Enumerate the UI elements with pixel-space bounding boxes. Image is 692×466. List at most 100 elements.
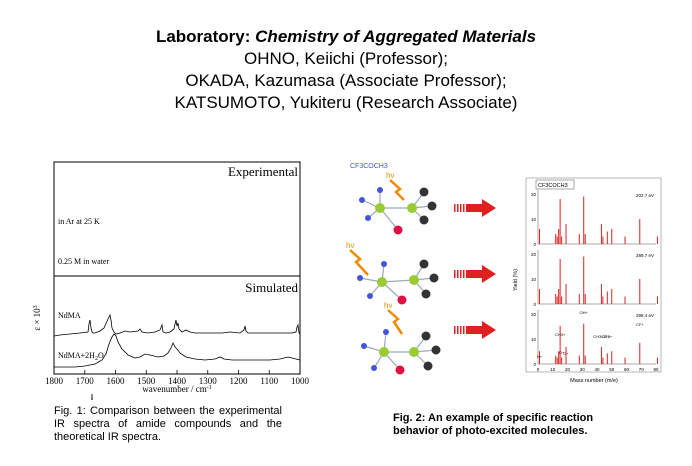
carbon-atom	[375, 203, 385, 213]
x-tick-label: 50	[609, 367, 615, 372]
molecules-group: hν hν hν	[346, 171, 441, 375]
energy-label: 202.7 eV	[636, 193, 654, 198]
light-bolt	[389, 179, 405, 201]
energy-label: 298.4 eV	[636, 313, 654, 318]
spectrum-ar	[53, 313, 301, 337]
hydrogen-atom	[361, 343, 367, 349]
molecule: hν	[361, 301, 441, 375]
light-bolt	[387, 309, 404, 335]
peak-label: H+	[537, 354, 543, 359]
hydrogen-atom	[371, 365, 377, 371]
label-simulated: Simulated	[245, 280, 298, 295]
x-tick-label: 0	[537, 367, 540, 372]
plot-frame	[53, 161, 301, 375]
peak-label: C+	[563, 351, 569, 356]
oxygen-atom	[393, 225, 403, 235]
y-tick-label: 10	[531, 337, 537, 342]
peak-label: CF+	[636, 322, 644, 327]
x-tick-label: 40	[594, 367, 600, 372]
label-ndma: NdMA	[58, 311, 81, 320]
mass-spectrum-panel: 289.7 eV 0 10 20	[531, 250, 658, 307]
x-tick-label: 1400	[168, 376, 187, 386]
hydrogen-atom	[357, 275, 363, 281]
light-bolt	[349, 249, 369, 276]
fluorine-atom	[421, 289, 431, 299]
oxygen-atom	[395, 365, 405, 375]
y-tick-label: 0	[533, 362, 536, 367]
arrow-right-icon	[454, 321, 496, 339]
y-axis-label: ε × 103	[32, 305, 42, 330]
x-tick-label: 30	[580, 367, 586, 372]
x-tick-label: 1200	[230, 376, 249, 386]
energy-label: 289.7 eV	[636, 253, 654, 258]
spectrum-title: CF3COCH3	[538, 183, 568, 189]
hv-label: hν	[386, 171, 394, 180]
carbon-atom	[409, 347, 419, 357]
carbon-atom	[407, 203, 417, 213]
x-tick-label: 70	[639, 367, 645, 372]
label-ar: in Ar at 25 K	[58, 217, 100, 226]
spectrum-ndma	[91, 393, 93, 400]
y-tick-label: 20	[531, 192, 537, 197]
hydrogen-atom	[365, 215, 371, 221]
peak-label: CH3+	[555, 332, 566, 337]
spectrum-water	[54, 333, 301, 368]
x-tick-label: 1300	[199, 376, 218, 386]
fluorine-atom	[423, 361, 433, 371]
y-tick-label: 10	[531, 277, 537, 282]
y-tick-label: 10	[531, 217, 537, 222]
x-tick-label: 1600	[107, 376, 126, 386]
y-tick-label: 0	[533, 242, 536, 247]
bond	[381, 279, 415, 283]
x-tick-label: 1800	[45, 376, 64, 386]
peak-label: OH+	[580, 310, 589, 315]
mass-spectrum-panel: 202.7 eV 0 10 20	[531, 190, 658, 247]
fluorine-atom	[419, 215, 429, 225]
fluorine-atom	[427, 201, 437, 211]
laboratory-line: Laboratory: Chemistry of Aggregated Mate…	[0, 26, 692, 48]
fluorine-atom	[421, 331, 431, 341]
fluorine-atom	[419, 187, 429, 197]
x-axis-label: wavenumber / cm-1	[142, 384, 211, 394]
hydrogen-atom	[383, 329, 389, 335]
header: Laboratory: Chemistry of Aggregated Mate…	[0, 26, 692, 114]
peak-label: CH3CO+	[593, 334, 610, 339]
mass-y-label: Yield (%)	[513, 269, 519, 291]
figure-1-caption: Fig. 1: Comparison between the experimen…	[54, 405, 282, 443]
oxygen-atom	[397, 295, 407, 305]
spectrum-frame	[525, 177, 662, 373]
x-tick-label: 20	[565, 367, 571, 372]
fluorine-atom	[419, 259, 429, 269]
label-water: 0.25 M in water	[58, 257, 109, 266]
hydrogen-atom	[381, 261, 387, 267]
hv-label: hν	[384, 301, 392, 310]
x-tick-label: 1500	[137, 376, 156, 386]
x-tick-label: 1100	[260, 376, 278, 386]
hydrogen-atom	[367, 293, 373, 299]
person-line: OHNO, Keiichi (Professor);	[243, 49, 449, 68]
y-tick-label: 0	[533, 302, 536, 307]
mass-x-label: Mass number (m/e)	[570, 378, 618, 384]
lab-prefix: Laboratory:	[155, 27, 251, 46]
x-tick-label: 1700	[76, 376, 95, 386]
hydrogen-atom	[377, 187, 383, 193]
molecule-label: CF3COCH3	[350, 163, 388, 170]
x-tick-label: 1000	[291, 376, 310, 386]
peak-label: O+	[559, 350, 565, 355]
hv-label: hν	[346, 241, 354, 250]
x-tick-label: 10	[550, 367, 556, 372]
person-line: OKADA, Kazumasa (Associate Professor);	[185, 71, 507, 90]
carbon-atom	[409, 275, 419, 285]
arrow-right-icon	[454, 265, 496, 283]
figure-2-caption: Fig. 2: An example of specific reaction …	[393, 412, 594, 437]
mass-spectrum-panel: 298.4 eV 0 10 20	[531, 310, 658, 367]
fluorine-atom	[429, 273, 439, 283]
x-tick-label: 80	[653, 367, 659, 372]
y-tick-label: 20	[531, 252, 537, 257]
fluorine-atom	[431, 345, 441, 355]
label-ndma-2h2o: NdMA+2H2O	[58, 351, 104, 362]
hydrogen-atom	[359, 197, 365, 203]
person-line: KATSUMOTO, Yukiteru (Research Associate)	[174, 93, 518, 112]
peak-label: CF3+	[602, 334, 613, 339]
